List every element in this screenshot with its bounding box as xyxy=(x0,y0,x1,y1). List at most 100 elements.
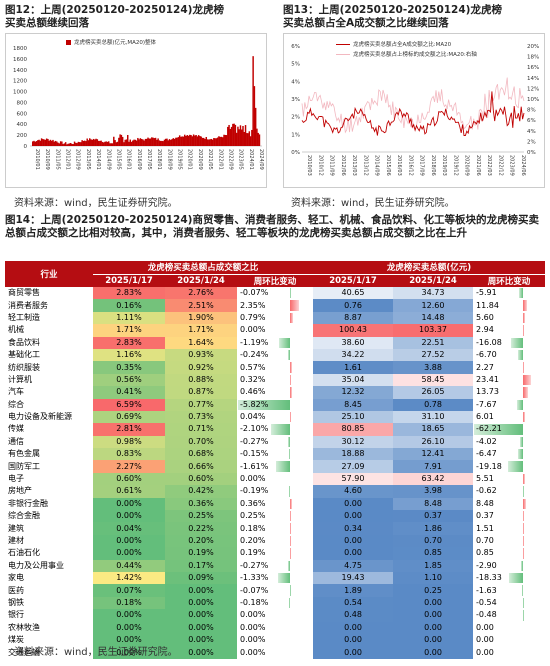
c2-bar xyxy=(508,572,524,584)
fig12-bar xyxy=(100,140,102,146)
c1-value: 0.18% xyxy=(240,523,266,533)
c1-cell: -0.18% xyxy=(237,596,313,610)
fig14-source: 资料来源：wind，民生证券研究院。 xyxy=(14,647,178,658)
fig12-ytick: 0 xyxy=(24,144,28,150)
table-row: 食品饮料 2.83% 1.64% -1.19% 38.60 22.51 -16.08 xyxy=(5,336,545,349)
fig12-bar xyxy=(251,129,253,146)
fig12-bar xyxy=(191,136,194,146)
fig12-bar xyxy=(214,138,216,146)
c2-value: 8.48 xyxy=(476,498,494,508)
a1-cell: 0.00 xyxy=(313,633,393,647)
fig12-bar xyxy=(249,136,252,146)
fig12-bar xyxy=(227,126,229,146)
c1-cell: 0.04% xyxy=(237,410,313,424)
fig12-bar xyxy=(92,138,95,146)
r2-cell: 0.00% xyxy=(165,584,237,597)
a2-cell: 103.37 xyxy=(393,324,473,337)
fig12-bar xyxy=(94,139,96,146)
c2-cell: 8.48 xyxy=(473,497,545,511)
c1-cell: -0.27% xyxy=(237,435,313,449)
fig12-bar xyxy=(75,142,77,146)
ind-cell: 煤炭 xyxy=(5,633,93,647)
table-row: 电力设备及新能源 0.69% 0.73% 0.04% 25.10 31.10 6.01 xyxy=(5,410,545,424)
r1-cell: 0.07% xyxy=(93,584,165,597)
a1-cell: 80.85 xyxy=(313,423,393,436)
fig13-xtick: 2010/03 xyxy=(306,155,312,176)
ind-cell: 银行 xyxy=(5,609,93,622)
fig12-bar xyxy=(39,140,42,146)
a1-cell: 0.00 xyxy=(313,621,393,634)
fig13-title: 图13：上周(20250120-20250124)龙虎榜 买卖总额占全A成交额之… xyxy=(283,4,548,30)
fig13-legend-2: 龙虎榜买卖总额占上榜标的成交额之比:MA20:右轴 xyxy=(336,50,477,58)
fig12-ytick: 400 xyxy=(17,122,28,128)
c2-cell: 5.60 xyxy=(473,311,545,325)
c2-cell: -6.47 xyxy=(473,448,545,461)
a1-cell: 4.60 xyxy=(313,485,393,498)
fig12-bar xyxy=(67,143,69,146)
c1-cell: -5.82% xyxy=(237,398,313,411)
fig12-ytick: 1600 xyxy=(13,57,27,63)
fig13-xtick: 2022/12 xyxy=(497,155,503,176)
fig12-bar xyxy=(95,138,97,146)
c2-cell: -2.90 xyxy=(473,559,545,572)
fig12-bar xyxy=(248,131,251,146)
fig12-bar xyxy=(246,133,248,146)
fig13-ytick-right: 0% xyxy=(527,150,536,156)
a1-cell: 25.10 xyxy=(313,410,393,424)
c1-cell: 0.00% xyxy=(237,609,313,622)
r1-cell: 0.60% xyxy=(93,472,165,486)
a2-cell: 8.48 xyxy=(393,497,473,511)
c2-cell: 2.27 xyxy=(473,361,545,374)
table-row: 石油石化 0.00% 0.19% 0.19% 0.00 0.85 0.85 xyxy=(5,547,545,560)
fig12-bar xyxy=(223,134,225,146)
fig12-bar xyxy=(186,135,188,146)
c2-cell: -16.08 xyxy=(473,336,545,349)
c1-value: 0.32% xyxy=(240,374,266,384)
legend-swatch xyxy=(66,40,71,45)
c2-bar xyxy=(520,436,524,448)
a1-cell: 0.00 xyxy=(313,497,393,511)
fig12-bar xyxy=(144,138,147,146)
fig12-bar xyxy=(192,134,195,146)
fig12-bar xyxy=(173,138,176,146)
fig12-bar xyxy=(58,143,61,146)
fig12-ytick: 200 xyxy=(17,133,28,139)
fig12-bar xyxy=(172,138,175,146)
table-row: 建材 0.00% 0.20% 0.20% 0.00 0.70 0.70 xyxy=(5,534,545,548)
c2-cell: 6.01 xyxy=(473,410,545,424)
fig12-bar xyxy=(195,135,197,146)
ind-cell: 综合 xyxy=(5,398,93,411)
fig12-bar xyxy=(234,124,237,146)
table-row: 机械 1.71% 1.71% 0.00% 100.43 103.37 2.94 xyxy=(5,324,545,337)
fig13-ytick-left: 0% xyxy=(291,150,300,156)
fig12-bar xyxy=(161,140,163,146)
a2-cell: 27.52 xyxy=(393,348,473,362)
c2-bar xyxy=(518,349,524,361)
c1-value: -1.19% xyxy=(240,337,269,347)
fig12-source: 资料来源：wind，民生证券研究院。 xyxy=(14,198,178,209)
table-row: 钢铁 0.18% 0.00% -0.18% 0.54 0.00 -0.54 xyxy=(5,596,545,610)
a1-cell: 18.88 xyxy=(313,448,393,461)
c2-bar xyxy=(523,387,529,398)
fig12-bar xyxy=(216,137,219,146)
table-row: 非银行金融 0.00% 0.36% 0.36% 0.00 8.48 8.48 xyxy=(5,497,545,511)
a2-cell: 26.05 xyxy=(393,386,473,399)
ind-cell: 机械 xyxy=(5,324,93,337)
fig12-bar xyxy=(108,141,110,146)
fig12-ytick: 1400 xyxy=(13,68,27,74)
c2-cell: 0.00 xyxy=(473,646,545,659)
c2-value: 0.00 xyxy=(476,635,494,645)
table-row: 综合金融 0.00% 0.25% 0.25% 0.00 0.37 0.37 xyxy=(5,510,545,523)
fig12-bar xyxy=(213,138,215,146)
fig12-bar xyxy=(238,129,240,146)
c2-bar xyxy=(523,312,526,324)
c1-value: -2.10% xyxy=(240,424,269,434)
fig12-bar xyxy=(61,141,63,146)
fig13-xtick: 2018/06 xyxy=(430,155,436,176)
a1-cell: 1.89 xyxy=(313,584,393,597)
fig12-bar xyxy=(113,136,115,146)
a1-cell: 40.65 xyxy=(313,287,393,300)
c1-value: 0.00% xyxy=(240,622,266,632)
fig13-ytick-left: 2% xyxy=(291,115,300,121)
a1-cell: 0.76 xyxy=(313,299,393,312)
